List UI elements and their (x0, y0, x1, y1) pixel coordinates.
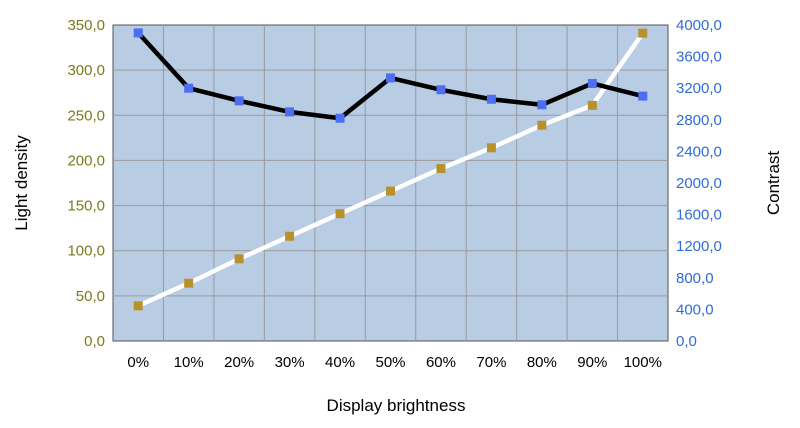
right-tick-label: 3600,0 (676, 49, 722, 66)
right-tick-label: 2800,0 (676, 112, 722, 129)
series-1-point (436, 164, 446, 174)
x-tick-label: 70% (476, 354, 506, 371)
series-1-point (285, 231, 295, 241)
series-2-point (486, 94, 496, 104)
x-tick-label: 80% (527, 354, 557, 371)
left-axis-title: Light density (12, 135, 31, 231)
series-2-point (335, 113, 345, 123)
left-tick-label: 100,0 (67, 243, 105, 260)
x-axis: 0% 10% 20% 30% 40% 50% 60% 70% 80% 90% 100% (127, 354, 662, 371)
x-tick-label: 10% (174, 354, 204, 371)
x-tick-label: 50% (375, 354, 405, 371)
x-tick-label: 30% (275, 354, 305, 371)
series-1-point (537, 120, 547, 130)
series-layer (133, 28, 648, 311)
right-tick-label: 2000,0 (676, 175, 722, 192)
x-axis-title: Display brightness (327, 396, 466, 415)
right-axis: 0,0 400,0 800,0 1200,0 1600,0 2000,0 2400,0 280… (676, 17, 722, 350)
right-tick-label: 400,0 (676, 301, 714, 318)
x-tick-label: 0% (127, 354, 149, 371)
series-1-point (335, 209, 345, 219)
series-1-point (234, 254, 244, 264)
left-tick-label: 0,0 (84, 333, 105, 350)
series-2-point (638, 91, 648, 101)
gridlines (113, 25, 668, 341)
left-tick-label: 150,0 (67, 198, 105, 215)
series-2-point (234, 96, 244, 106)
x-tick-label: 90% (577, 354, 607, 371)
series-1-point (386, 186, 395, 196)
right-tick-label: 0,0 (676, 333, 697, 350)
right-tick-label: 1600,0 (676, 207, 722, 224)
right-tick-label: 3200,0 (676, 80, 722, 97)
left-tick-label: 200,0 (67, 152, 105, 169)
right-tick-label: 2400,0 (676, 143, 722, 160)
x-tick-label: 20% (224, 354, 254, 371)
x-tick-label: 100% (624, 354, 662, 371)
left-tick-label: 50,0 (76, 288, 105, 305)
series-2-point (285, 107, 295, 117)
right-axis-title: Contrast (764, 151, 783, 216)
series-2-point (386, 73, 395, 83)
left-axis: 0,0 50,0 100,0 150,0 200,0 250,0 300,0 350,0 (67, 17, 105, 350)
left-tick-label: 250,0 (67, 107, 105, 124)
series-1-point (184, 278, 194, 288)
series-1-point (486, 143, 496, 153)
x-tick-label: 40% (325, 354, 355, 371)
series-2-point (587, 78, 597, 88)
series-1-point (638, 28, 648, 38)
series-2-point (537, 100, 547, 110)
series-1-point (133, 301, 143, 311)
series-2-point (436, 85, 446, 95)
plot-background (112, 24, 669, 342)
x-tick-label: 60% (426, 354, 456, 371)
series-2-point (133, 28, 143, 38)
left-tick-label: 350,0 (67, 17, 105, 34)
series-1-point (587, 100, 597, 110)
right-tick-label: 1200,0 (676, 238, 722, 255)
right-tick-label: 800,0 (676, 270, 714, 287)
right-tick-label: 4000,0 (676, 17, 722, 34)
left-tick-label: 300,0 (67, 62, 105, 79)
series-2-point (184, 83, 194, 93)
